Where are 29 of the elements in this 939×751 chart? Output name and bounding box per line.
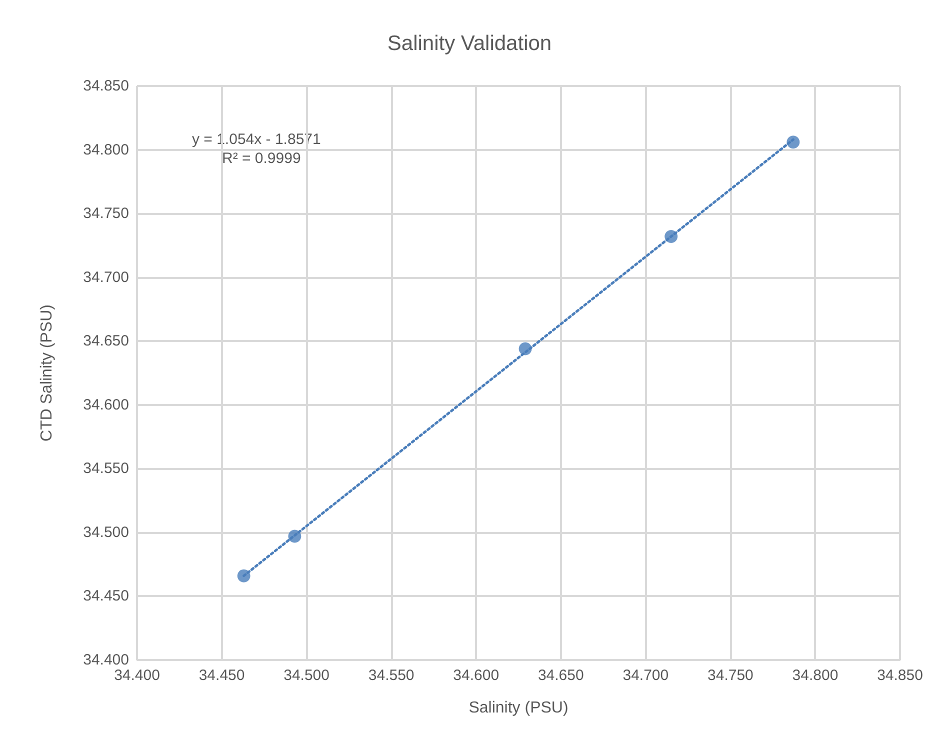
y-tick-label: 34.800 bbox=[83, 141, 129, 158]
x-tick-label: 34.600 bbox=[453, 667, 500, 684]
y-tick-label: 34.400 bbox=[83, 652, 129, 668]
chart-title: Salinity Validation bbox=[387, 32, 552, 55]
y-tick-label: 34.600 bbox=[83, 396, 129, 414]
point bbox=[786, 136, 800, 149]
x-tick-label: 34.800 bbox=[792, 667, 838, 684]
x-tick-label: 34.750 bbox=[708, 667, 754, 684]
x-tick-label: 34.850 bbox=[877, 667, 923, 684]
x-tick-label: 34.450 bbox=[198, 667, 245, 684]
y-tick-label: 34.500 bbox=[83, 524, 129, 541]
y-tick-label: 34.850 bbox=[83, 78, 129, 94]
point bbox=[664, 230, 678, 244]
point bbox=[518, 342, 532, 356]
point bbox=[288, 530, 302, 543]
y-tick-label: 34.650 bbox=[83, 332, 129, 350]
point bbox=[237, 569, 250, 582]
x-axis-title: Salinity (PSU) bbox=[468, 700, 568, 716]
y-tick-label: 34.450 bbox=[83, 588, 129, 605]
y-tick-label: 34.700 bbox=[83, 268, 129, 286]
x-tick-label: 34.500 bbox=[284, 667, 330, 684]
x-tick-label: 34.400 bbox=[114, 667, 160, 684]
y-tick-label: 34.750 bbox=[83, 205, 129, 222]
annotation: R² = 0.9999 bbox=[222, 150, 301, 167]
x-tick-label: 34.650 bbox=[538, 667, 584, 684]
x-tick-label: 34.550 bbox=[368, 667, 414, 684]
y-axis-title: CTD Salinity (PSU) bbox=[38, 304, 56, 442]
x-tick-label: 34.700 bbox=[622, 667, 669, 684]
y-tick-label: 34.550 bbox=[83, 460, 129, 478]
